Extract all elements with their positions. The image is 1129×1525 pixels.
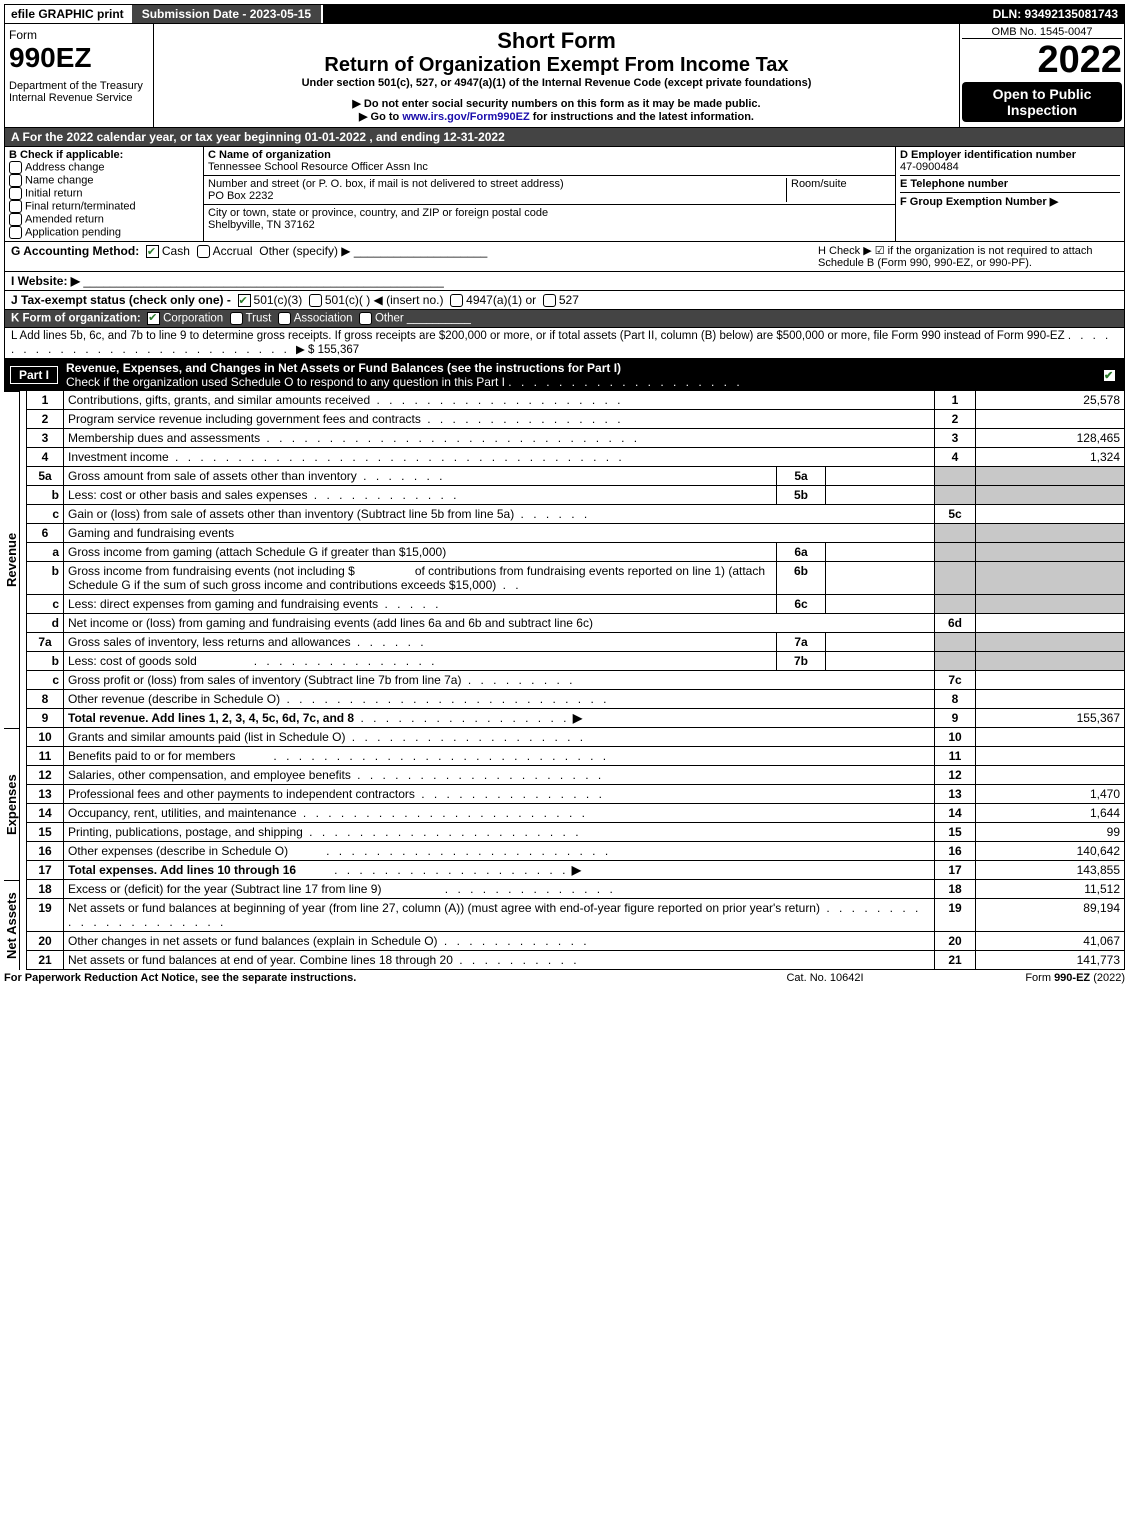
part1-header: Part I Revenue, Expenses, and Changes in… (4, 359, 1125, 391)
under-section: Under section 501(c), 527, or 4947(a)(1)… (158, 77, 955, 89)
org-name: Tennessee School Resource Officer Assn I… (208, 161, 891, 173)
page-footer: For Paperwork Reduction Act Notice, see … (4, 970, 1125, 986)
j-row: J Tax-exempt status (check only one) - 5… (4, 291, 1125, 310)
checkbox-amended-return[interactable] (9, 213, 22, 226)
room-suite-label: Room/suite (786, 178, 891, 202)
c-city-label: City or town, state or province, country… (208, 207, 891, 219)
net-assets-section: Net Assets 18Excess or (deficit) for the… (4, 880, 1125, 970)
gh-row: G Accounting Method: Cash Accrual Other … (4, 242, 1125, 272)
checkbox-initial-return[interactable] (9, 187, 22, 200)
short-form-title: Short Form (158, 28, 955, 54)
efile-graphic-print[interactable]: efile GRAPHIC print (5, 5, 130, 23)
ein-value: 47-0900484 (900, 161, 1120, 173)
return-title: Return of Organization Exempt From Incom… (158, 54, 955, 77)
checkbox-501c3[interactable] (238, 294, 251, 307)
org-street: PO Box 2232 (208, 190, 786, 202)
b-column: B Check if applicable: Address change Na… (5, 147, 204, 241)
submission-date: Submission Date - 2023-05-15 (130, 5, 323, 23)
k-label: K Form of organization: (11, 313, 141, 325)
omb-number: OMB No. 1545-0047 (962, 26, 1122, 39)
bcd-row: B Check if applicable: Address change Na… (4, 147, 1125, 242)
revenue-section: Revenue 1Contributions, gifts, grants, a… (4, 391, 1125, 728)
d-ein-label: D Employer identification number (900, 149, 1120, 161)
open-to-public: Open to Public Inspection (962, 82, 1122, 122)
g-label: G Accounting Method: (11, 244, 139, 258)
checkbox-application-pending[interactable] (9, 226, 22, 239)
line-a-calendar-year: A For the 2022 calendar year, or tax yea… (4, 128, 1125, 147)
b-title: B Check if applicable: (9, 149, 199, 161)
dept-treasury: Department of the Treasury (9, 80, 149, 92)
checkbox-cash[interactable] (146, 245, 159, 258)
d-column: D Employer identification number 47-0900… (896, 147, 1124, 241)
i-label: I Website: ▶ (11, 274, 80, 288)
form-number: 990EZ (9, 42, 149, 74)
net-assets-label: Net Assets (4, 880, 20, 970)
c-column: C Name of organization Tennessee School … (204, 147, 896, 241)
h-text: H Check ▶ ☑ if the organization is not r… (818, 244, 1118, 269)
form-label: Form (9, 28, 149, 42)
form-header: Form 990EZ Department of the Treasury In… (4, 24, 1125, 128)
do-not-enter: ▶ Do not enter social security numbers o… (158, 97, 955, 110)
org-city: Shelbyville, TN 37162 (208, 219, 891, 231)
checkbox-name-change[interactable] (9, 174, 22, 187)
part1-check: Check if the organization used Schedule … (66, 375, 505, 389)
i-website-row: I Website: ▶ ___________________________… (4, 272, 1125, 291)
revenue-table: 1Contributions, gifts, grants, and simil… (26, 391, 1125, 728)
l-text: L Add lines 5b, 6c, and 7b to line 9 to … (11, 330, 1065, 342)
paperwork-notice: For Paperwork Reduction Act Notice, see … (4, 972, 725, 984)
checkbox-501c[interactable] (309, 294, 322, 307)
irs-label: Internal Revenue Service (9, 92, 149, 104)
f-group-label: F Group Exemption Number ▶ (900, 196, 1058, 208)
part1-heading: Revenue, Expenses, and Changes in Net As… (66, 361, 621, 375)
net-assets-table: 18Excess or (deficit) for the year (Subt… (26, 880, 1125, 970)
checkbox-corporation[interactable] (147, 312, 160, 325)
j-label: J Tax-exempt status (check only one) - (11, 293, 231, 307)
checkbox-527[interactable] (543, 294, 556, 307)
c-name-label: C Name of organization (208, 149, 891, 161)
expenses-section: Expenses 10Grants and similar amounts pa… (4, 728, 1125, 880)
checkbox-final-return[interactable] (9, 200, 22, 213)
k-row: K Form of organization: Corporation Trus… (4, 310, 1125, 328)
e-tel-label: E Telephone number (900, 175, 1120, 190)
revenue-label: Revenue (4, 391, 20, 728)
checkbox-4947[interactable] (450, 294, 463, 307)
catalog-number: Cat. No. 10642I (725, 972, 925, 984)
tax-year: 2022 (962, 39, 1122, 82)
checkbox-schedule-o-part1[interactable] (1103, 369, 1116, 382)
form-id-footer: Form 990-EZ (2022) (925, 972, 1125, 984)
checkbox-trust[interactable] (230, 312, 243, 325)
part1-badge: Part I (10, 366, 58, 384)
expenses-label: Expenses (4, 728, 20, 880)
l-amount: ▶ $ 155,367 (296, 344, 359, 356)
checkbox-accrual[interactable] (197, 245, 210, 258)
l-row: L Add lines 5b, 6c, and 7b to line 9 to … (4, 328, 1125, 359)
checkbox-other-org[interactable] (359, 312, 372, 325)
c-street-label: Number and street (or P. O. box, if mail… (208, 178, 786, 190)
checkbox-address-change[interactable] (9, 161, 22, 174)
checkbox-association[interactable] (278, 312, 291, 325)
topbar: efile GRAPHIC print Submission Date - 20… (4, 4, 1125, 24)
dln: DLN: 93492135081743 (987, 5, 1124, 23)
goto-link[interactable]: ▶ Go to www.irs.gov/Form990EZ for instru… (158, 110, 955, 123)
expenses-table: 10Grants and similar amounts paid (list … (26, 728, 1125, 880)
